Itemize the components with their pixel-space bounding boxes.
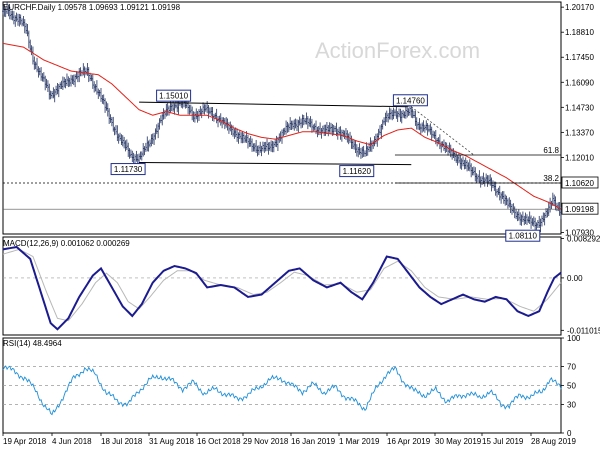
trendline — [139, 101, 409, 108]
x-axis-label: 4 Jun 2018 — [52, 437, 92, 446]
x-axis-label: 31 Aug 2018 — [149, 437, 194, 446]
price-label-text: 1.15010 — [159, 92, 188, 101]
price-axis-label: 1.13370 — [565, 128, 594, 137]
x-axis-label: 28 Aug 2019 — [531, 437, 576, 446]
price-axis-label: 1.18810 — [565, 28, 594, 37]
fib-swing-line — [411, 106, 475, 156]
price-header: EURCHF.Daily 1.09578 1.09693 1.09121 1.0… — [3, 3, 181, 12]
price-axis-label: 1.16090 — [565, 78, 594, 87]
x-axis-label: 16 Jan 2019 — [291, 437, 336, 446]
price-axis-tag — [561, 176, 599, 189]
price-label-text: 1.14760 — [396, 96, 425, 105]
price-axis-label: 1.17450 — [565, 53, 594, 62]
macd-axis-label: 0.00 — [567, 274, 583, 283]
fib-level-label: 38.2 — [543, 174, 559, 183]
rsi-axis-label: 70 — [567, 363, 576, 372]
price-label-box — [392, 94, 428, 107]
x-axis-label: 30 May 2019 — [435, 437, 482, 446]
price-axis-tag — [561, 202, 599, 215]
trendline — [139, 162, 412, 166]
rsi-axis-label: 0 — [567, 429, 572, 438]
watermark: ActionForex.com — [315, 38, 480, 63]
price-label-box — [505, 229, 541, 242]
x-axis-label: 16 Apr 2019 — [387, 437, 431, 446]
macd-panel-frame — [2, 236, 562, 336]
x-axis-label: 19 Apr 2018 — [3, 437, 47, 446]
rsi-header: RSI(14) 48.4964 — [3, 339, 62, 348]
x-axis-label: 1 Mar 2019 — [339, 437, 380, 446]
price-label-box — [156, 89, 192, 102]
price-label-text: 1.11620 — [343, 167, 372, 176]
price-label-text: 1.08110 — [509, 232, 538, 241]
price-axis-label: 1.09198 — [565, 205, 594, 214]
rsi-line — [2, 365, 562, 416]
macd-axis-label: -0.011015 — [567, 326, 600, 335]
price-label-box — [110, 163, 146, 176]
rsi-axis-label: 30 — [567, 401, 576, 410]
macd-axis-label: 0.008292 — [567, 234, 600, 243]
x-axis-label: 18 Jul 2018 — [101, 437, 143, 446]
price-label-box — [339, 165, 375, 178]
fib-level-label: 61.8 — [543, 146, 559, 155]
price-axis-label: 1.07930 — [565, 229, 594, 238]
macd-header: MACD(12,26,9) 0.001062 0.000269 — [3, 239, 130, 248]
price-axis-label: 1.14730 — [565, 103, 594, 112]
macd-line — [2, 245, 562, 331]
rsi-axis-label: 100 — [567, 334, 581, 343]
x-axis-label: 29 Nov 2018 — [243, 437, 289, 446]
price-panel-frame — [2, 1, 562, 235]
price-label-text: 1.11730 — [114, 165, 143, 174]
price-axis-label: 1.20170 — [565, 3, 594, 12]
price-axis-label: 1.10620 — [565, 179, 594, 188]
x-axis-label: 16 Oct 2018 — [197, 437, 241, 446]
moving-average-line — [2, 42, 562, 210]
price-axis-label: 1.12010 — [565, 153, 594, 162]
x-axis-label: 15 Jul 2019 — [482, 437, 524, 446]
rsi-axis-label: 50 — [567, 382, 576, 391]
